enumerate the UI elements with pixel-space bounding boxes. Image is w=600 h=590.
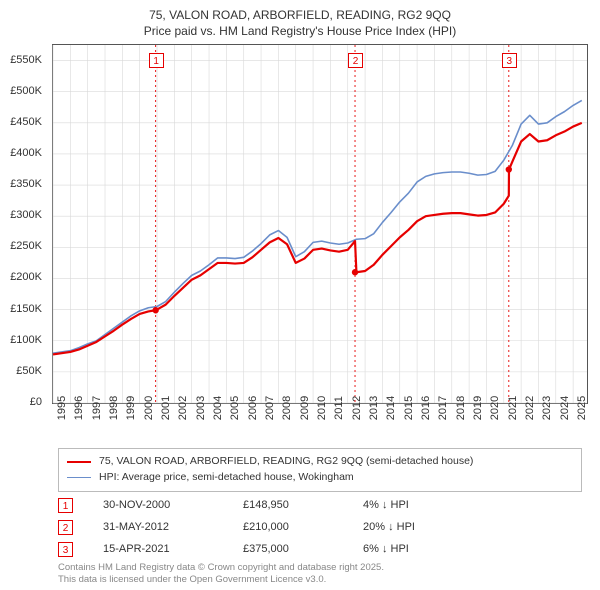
x-tick-label: 2009 xyxy=(299,396,311,420)
y-tick-label: £550K xyxy=(10,54,42,66)
sales-table: 1 30-NOV-2000£148,9504% ↓ HPI 2 31-MAY-2012… xyxy=(58,494,582,560)
sale-diff: 20% ↓ HPI xyxy=(363,521,483,533)
legend-label: 75, VALON ROAD, ARBORFIELD, READING, RG2… xyxy=(99,454,473,470)
y-axis-labels: £0£50K£100K£150K£200K£250K£300K£350K£400… xyxy=(0,44,48,404)
x-tick-label: 2004 xyxy=(212,396,224,420)
x-tick-label: 2022 xyxy=(524,396,536,420)
sale-row: 3 15-APR-2021£375,0006% ↓ HPI xyxy=(58,538,582,560)
x-tick-label: 2025 xyxy=(576,396,588,420)
sale-date: 30-NOV-2000 xyxy=(103,499,243,511)
sale-marker-badge: 3 xyxy=(502,53,517,68)
y-tick-label: £150K xyxy=(10,303,42,315)
legend-label: HPI: Average price, semi-detached house,… xyxy=(99,470,354,486)
y-tick-label: £450K xyxy=(10,116,42,128)
legend-swatch xyxy=(67,477,91,478)
x-tick-label: 2012 xyxy=(351,396,363,420)
y-tick-label: £200K xyxy=(10,271,42,283)
legend-row: 75, VALON ROAD, ARBORFIELD, READING, RG2… xyxy=(67,454,573,470)
sale-diff: 4% ↓ HPI xyxy=(363,499,483,511)
sale-marker-badge: 2 xyxy=(348,53,363,68)
sale-row: 1 30-NOV-2000£148,9504% ↓ HPI xyxy=(58,494,582,516)
sale-badge: 2 xyxy=(58,520,73,535)
x-tick-label: 1996 xyxy=(73,396,85,420)
x-tick-label: 1997 xyxy=(91,396,103,420)
x-tick-label: 2013 xyxy=(368,396,380,420)
x-tick-label: 2017 xyxy=(437,396,449,420)
sale-date: 15-APR-2021 xyxy=(103,543,243,555)
x-tick-label: 2007 xyxy=(264,396,276,420)
sale-row: 2 31-MAY-2012£210,00020% ↓ HPI xyxy=(58,516,582,538)
chart-title: 75, VALON ROAD, ARBORFIELD, READING, RG2… xyxy=(0,0,600,43)
x-tick-label: 2014 xyxy=(385,396,397,420)
y-tick-label: £350K xyxy=(10,178,42,190)
title-line1: 75, VALON ROAD, ARBORFIELD, READING, RG2… xyxy=(10,8,590,24)
y-tick-label: £300K xyxy=(10,209,42,221)
footer-line1: Contains HM Land Registry data © Crown c… xyxy=(58,562,582,574)
y-tick-label: £400K xyxy=(10,147,42,159)
title-line2: Price paid vs. HM Land Registry's House … xyxy=(10,24,590,40)
x-axis-labels: 1995199619971998199920002001200220032004… xyxy=(52,404,588,454)
x-tick-label: 2005 xyxy=(229,396,241,420)
x-tick-label: 2010 xyxy=(316,396,328,420)
x-tick-label: 2000 xyxy=(143,396,155,420)
legend-row: HPI: Average price, semi-detached house,… xyxy=(67,470,573,486)
sale-marker-badge: 1 xyxy=(149,53,164,68)
x-tick-label: 2020 xyxy=(489,396,501,420)
plot-svg xyxy=(53,45,587,403)
y-tick-label: £250K xyxy=(10,240,42,252)
y-tick-label: £100K xyxy=(10,334,42,346)
x-tick-label: 2003 xyxy=(195,396,207,420)
x-tick-label: 2001 xyxy=(160,396,172,420)
x-tick-label: 2011 xyxy=(333,396,345,420)
x-tick-label: 2002 xyxy=(177,396,189,420)
footer-line2: This data is licensed under the Open Gov… xyxy=(58,574,582,586)
x-tick-label: 2019 xyxy=(472,396,484,420)
x-tick-label: 1998 xyxy=(108,396,120,420)
x-tick-label: 2006 xyxy=(247,396,259,420)
sale-diff: 6% ↓ HPI xyxy=(363,543,483,555)
x-tick-label: 1995 xyxy=(56,396,68,420)
x-tick-label: 2008 xyxy=(281,396,293,420)
x-tick-label: 2024 xyxy=(559,396,571,420)
chart-container: 75, VALON ROAD, ARBORFIELD, READING, RG2… xyxy=(0,0,600,590)
y-tick-label: £50K xyxy=(16,365,42,377)
plot-area: 1 2 3 xyxy=(52,44,588,404)
sale-badge: 3 xyxy=(58,542,73,557)
y-tick-label: £500K xyxy=(10,85,42,97)
sale-price: £375,000 xyxy=(243,543,363,555)
x-tick-label: 2023 xyxy=(541,396,553,420)
x-tick-label: 2018 xyxy=(455,396,467,420)
x-tick-label: 2016 xyxy=(420,396,432,420)
sale-price: £210,000 xyxy=(243,521,363,533)
x-tick-label: 1999 xyxy=(125,396,137,420)
x-tick-label: 2021 xyxy=(507,396,519,420)
legend: 75, VALON ROAD, ARBORFIELD, READING, RG2… xyxy=(58,448,582,492)
x-tick-label: 2015 xyxy=(403,396,415,420)
sale-date: 31-MAY-2012 xyxy=(103,521,243,533)
y-tick-label: £0 xyxy=(30,396,42,408)
sale-price: £148,950 xyxy=(243,499,363,511)
footer: Contains HM Land Registry data © Crown c… xyxy=(58,562,582,586)
sale-badge: 1 xyxy=(58,498,73,513)
legend-swatch xyxy=(67,461,91,463)
